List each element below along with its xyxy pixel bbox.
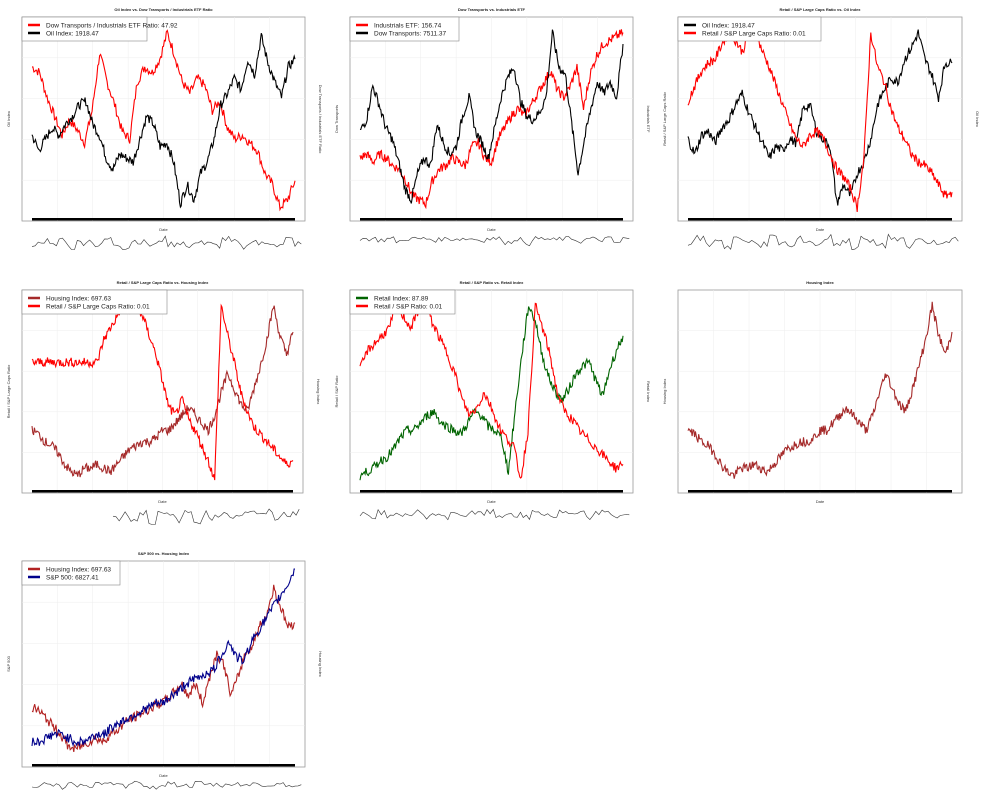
lower-indicator-line	[112, 508, 300, 525]
date-rug	[360, 490, 623, 493]
series-line-1	[32, 29, 296, 212]
y-axis-label: S&P 500	[6, 655, 11, 671]
lower-indicator-line	[31, 780, 302, 790]
y-axis-label-right: Housing Index	[318, 651, 323, 677]
lower-indicator-line	[359, 236, 630, 247]
legend-entry: Dow Transports: 7511.37	[374, 30, 447, 37]
date-rug	[688, 490, 952, 493]
series-line-1	[31, 305, 294, 478]
legend-entry: Dow Transports / Industrials ETF Ratio: …	[46, 22, 178, 29]
chart-title: S&P 500 vs. Housing Index	[138, 551, 190, 556]
x-axis-label: Date	[159, 773, 168, 778]
chart-title: Oil Index vs. Dow Transports / Industria…	[114, 7, 213, 12]
legend	[349, 289, 456, 315]
y-axis-label: Retail / S&P Large Caps Ratio	[6, 364, 11, 419]
legend	[21, 560, 121, 586]
chart-panel-6: Housing Index Date Housing Index	[662, 280, 963, 504]
chart-title: Retail / S&P Large Caps Ratio vs. Oil In…	[779, 7, 861, 12]
y-axis-label-right: Housing Index	[316, 379, 321, 405]
date-rug	[360, 218, 623, 221]
x-axis-label: Date	[816, 227, 825, 232]
legend-entry: S&P 500: 6827.41	[46, 574, 99, 581]
legend-entry: Housing Index: 697.63	[46, 295, 111, 302]
chart-panel-2: Dow Transports vs. Industrials ETF Date Do…	[334, 7, 651, 247]
series-line-2	[359, 29, 624, 204]
legend-entry: Oil Index: 1918.47	[46, 30, 99, 37]
legend-entry: Retail / S&P Large Caps Ratio: 0.01	[702, 30, 806, 37]
y-axis-label-right: Oil Index	[975, 111, 980, 127]
lower-indicator-line	[359, 508, 630, 521]
date-rug	[32, 490, 293, 493]
lower-indicator-line	[31, 235, 302, 250]
series-line-2	[31, 300, 294, 481]
x-axis-label: Date	[487, 227, 496, 232]
x-axis-label: Date	[487, 499, 496, 504]
y-axis-label: Housing Index	[662, 379, 667, 405]
series-line-1	[31, 584, 296, 753]
date-rug	[688, 218, 952, 221]
series-line-1	[359, 306, 624, 481]
chart-panel-3: Retail / S&P Large Caps Ratio vs. Oil In…	[662, 7, 980, 250]
legend-entry: Housing Index: 697.63	[46, 566, 111, 573]
chart-panel-7: S&P 500 vs. Housing Index Date S&P 500 Hous…	[6, 551, 323, 790]
legend	[349, 16, 460, 42]
legend	[21, 16, 148, 42]
series-line-1	[687, 29, 953, 206]
series-line-1	[359, 29, 624, 210]
date-rug	[32, 764, 295, 767]
date-rug	[32, 218, 295, 221]
legend	[677, 16, 822, 42]
chart-title: Retail / S&P Ratio vs. Retail Index	[460, 280, 525, 285]
series-line-1	[687, 301, 953, 479]
legend	[21, 289, 168, 315]
chart-title: Dow Transports vs. Industrials ETF	[458, 7, 525, 12]
y-axis-label: Retail / S&P Large Caps Ratio	[662, 91, 667, 146]
x-axis-label: Date	[158, 499, 167, 504]
legend-entry: Industrials ETF: 156.74	[374, 22, 442, 29]
series-line-2	[31, 33, 296, 209]
chart-title: Retail / S&P Large Caps Ratio vs. Housin…	[117, 280, 210, 285]
x-axis-label: Date	[159, 227, 168, 232]
y-axis-label: Retail / S&P Ratio	[334, 375, 339, 408]
legend-entry: Retail Index: 87.89	[374, 295, 429, 302]
chart-panel-1: Oil Index vs. Dow Transports / Industria…	[6, 7, 323, 250]
y-axis-label-right: Industrials ETF	[646, 106, 651, 133]
chart-panel-5: Retail / S&P Ratio vs. Retail Index Date R…	[334, 280, 651, 521]
series-line-2	[31, 568, 295, 748]
y-axis-label: Dow Transports	[334, 105, 339, 133]
legend-entry: Oil Index: 1918.47	[702, 22, 755, 29]
y-axis-label-right: Dow Transports / Industrials ETF Ratio	[318, 85, 323, 154]
legend-entry: Retail / S&P Large Caps Ratio: 0.01	[46, 303, 150, 310]
chart-panel-4: Retail / S&P Large Caps Ratio vs. Housin…	[6, 280, 321, 525]
y-axis-label: Oil Index	[6, 111, 11, 127]
chart-title: Housing Index	[806, 280, 834, 285]
y-axis-label-right: Retail Index	[646, 381, 651, 402]
legend-entry: Retail / S&P Ratio: 0.01	[374, 303, 443, 310]
lower-indicator-line	[687, 233, 959, 250]
x-axis-label: Date	[816, 499, 825, 504]
